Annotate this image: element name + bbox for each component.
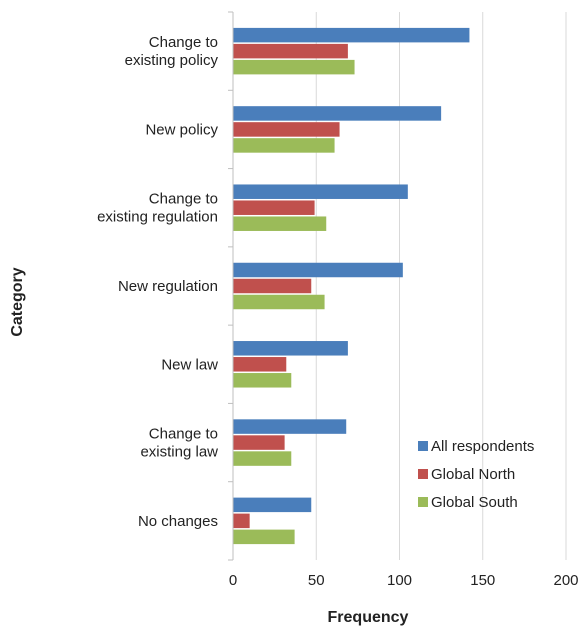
bar: [233, 43, 348, 59]
x-tick-label: 100: [387, 572, 412, 589]
bar: [233, 278, 312, 294]
category-label: Change to existing policy: [125, 34, 219, 69]
bar: [233, 138, 335, 153]
y-axis: [228, 11, 234, 561]
x-tick-label: 0: [229, 572, 237, 589]
bar: [233, 373, 292, 388]
x-tick-label: 150: [470, 572, 495, 589]
category-label: New regulation: [118, 278, 218, 295]
legend-swatch: [418, 441, 428, 451]
x-axis-title: Frequency: [328, 609, 409, 626]
bar: [233, 262, 403, 278]
bar: [233, 106, 442, 121]
x-tick-label: 50: [308, 572, 325, 589]
y-axis-title: Category: [9, 267, 26, 336]
category-label: Change to existing regulation: [97, 191, 218, 226]
bar: [233, 419, 347, 434]
x-tick-label: 200: [553, 572, 578, 589]
legend-swatch: [418, 497, 428, 507]
bar: [233, 497, 312, 513]
bar: [233, 184, 408, 199]
bar: [233, 341, 348, 356]
category-label: New policy: [145, 121, 218, 138]
bars: [233, 27, 470, 545]
legend-label: Global North: [431, 466, 515, 483]
bar: [233, 357, 287, 372]
bar: [233, 529, 295, 545]
legend-label: All respondents: [431, 438, 534, 455]
bar: [233, 59, 355, 75]
gridlines: [315, 12, 567, 560]
bar: [233, 435, 285, 450]
bar: [233, 27, 470, 43]
category-label: New law: [161, 356, 218, 373]
category-labels: Change to existing policy New policy Change…: [97, 34, 218, 530]
legend-label: Global South: [431, 494, 518, 511]
bar: [233, 451, 292, 466]
category-label: No changes: [138, 513, 218, 530]
bar: [233, 216, 327, 231]
legend: All respondents Global North Global South: [418, 438, 534, 511]
bar: [233, 294, 325, 310]
bar: [233, 122, 340, 137]
x-tick-labels: 0 50 100 150 200: [229, 572, 579, 589]
category-label: Change to existing law: [140, 426, 218, 461]
bar: [233, 200, 315, 215]
legend-swatch: [418, 469, 428, 479]
bar: [233, 513, 250, 529]
